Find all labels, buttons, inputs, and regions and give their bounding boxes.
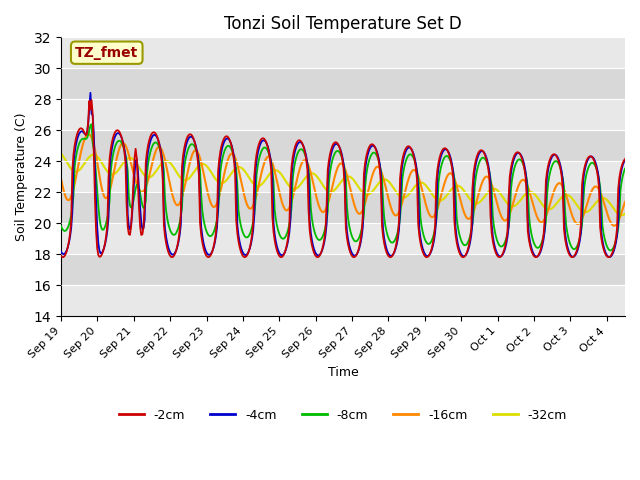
Bar [61,161,625,192]
Bar [61,37,625,68]
Bar [61,223,625,254]
Text: TZ_fmet: TZ_fmet [75,46,138,60]
Legend: -2cm, -4cm, -8cm, -16cm, -32cm: -2cm, -4cm, -8cm, -16cm, -32cm [114,404,572,427]
Y-axis label: Soil Temperature (C): Soil Temperature (C) [15,112,28,241]
Bar [61,192,625,223]
Bar [61,254,625,285]
X-axis label: Time: Time [328,366,358,379]
Title: Tonzi Soil Temperature Set D: Tonzi Soil Temperature Set D [224,15,462,33]
Bar [61,68,625,99]
Bar [61,130,625,161]
Bar [61,99,625,130]
Bar [61,285,625,316]
